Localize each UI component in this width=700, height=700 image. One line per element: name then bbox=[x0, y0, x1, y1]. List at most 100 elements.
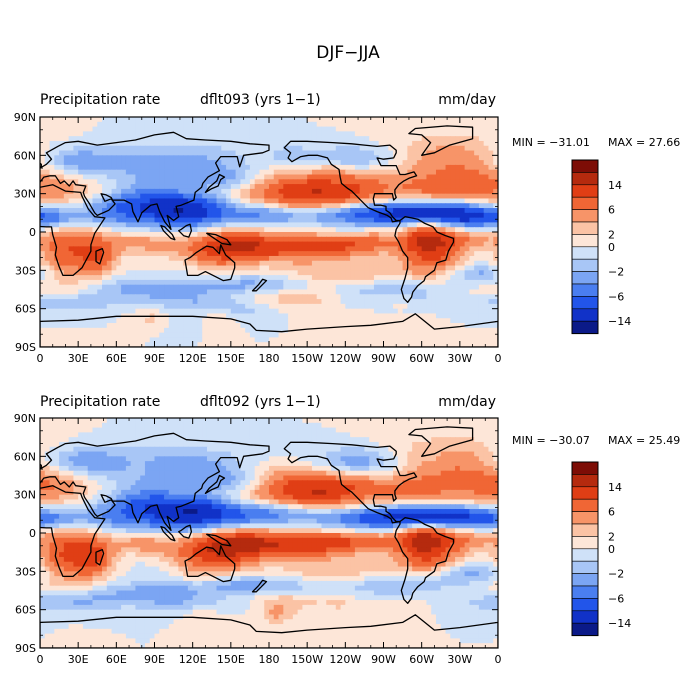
lon-tick-label: 60E bbox=[106, 352, 127, 365]
panel-units: mm/day bbox=[438, 394, 496, 410]
precip-map bbox=[39, 417, 499, 649]
coastline-sumatra bbox=[160, 525, 176, 542]
colorbar-swatch bbox=[571, 221, 599, 235]
colorbar-swatch bbox=[571, 320, 599, 334]
colorbar-swatch bbox=[571, 461, 599, 475]
coastline-antarctica bbox=[40, 614, 498, 648]
lat-tick-label: 30N bbox=[14, 188, 36, 201]
colorbar-tick-label: 14 bbox=[608, 179, 622, 192]
coastline-samerica bbox=[394, 216, 455, 303]
coastline-madagascar bbox=[95, 247, 105, 265]
max-label: MAX = 25.49 bbox=[608, 434, 680, 447]
colorbar-tick-label: 2 bbox=[608, 530, 615, 543]
colorbar-swatch bbox=[571, 172, 599, 186]
panel-dflt092: Precipitation rate dflt092 (yrs 1−1) mm/… bbox=[14, 394, 681, 666]
coastline-madagascar bbox=[95, 548, 105, 566]
min-label: MIN = −30.07 bbox=[512, 434, 590, 447]
colorbar-swatch bbox=[571, 511, 599, 525]
lat-tick-label: 90N bbox=[14, 412, 36, 425]
colorbar-tick-label: 0 bbox=[608, 543, 615, 556]
colorbar-swatch bbox=[571, 560, 599, 574]
lon-tick-label: 90E bbox=[144, 653, 165, 666]
lon-tick-label: 60W bbox=[409, 653, 434, 666]
colorbar-swatch bbox=[571, 598, 599, 612]
coastline-nz bbox=[251, 278, 268, 292]
coastline-africa bbox=[40, 485, 106, 578]
coastline-antarctica bbox=[40, 313, 498, 347]
lat-tick-label: 60N bbox=[14, 450, 36, 463]
panel-title-experiment: dflt093 (yrs 1−1) bbox=[200, 92, 321, 108]
colorbar-tick-label: 0 bbox=[608, 241, 615, 254]
coastline-greenland bbox=[408, 426, 474, 457]
lon-tick-label: 0 bbox=[37, 352, 44, 365]
coastline-nz bbox=[251, 579, 268, 593]
coastline-africa bbox=[40, 184, 106, 277]
lon-tick-label: 120E bbox=[179, 653, 207, 666]
lon-tick-label: 180 bbox=[259, 352, 280, 365]
colorbar-tick-label: −6 bbox=[608, 290, 624, 303]
colorbar-swatch bbox=[571, 196, 599, 210]
lon-tick-label: 0 bbox=[495, 352, 502, 365]
colorbar-swatch bbox=[571, 622, 599, 636]
colorbar-tick-label: −14 bbox=[608, 617, 631, 630]
lon-tick-label: 0 bbox=[37, 653, 44, 666]
lon-tick-label: 180 bbox=[259, 653, 280, 666]
lat-tick-label: 60N bbox=[14, 149, 36, 162]
coastline-japan bbox=[204, 173, 226, 194]
colorbar-tick-label: −14 bbox=[608, 315, 631, 328]
colorbar: 14 6 20 −2 −6 −14 bbox=[571, 159, 631, 335]
lon-axis: 0 30E 60E 90E 120E 150E 180 150W 120W 90W 60W 30W 0 bbox=[37, 418, 502, 666]
colorbar-swatch bbox=[571, 548, 599, 562]
lat-tick-label: 30S bbox=[15, 565, 36, 578]
panel-dflt093: Precipitation rate dflt093 (yrs 1−1) mm/… bbox=[14, 92, 681, 365]
coastline-newguinea bbox=[206, 533, 232, 547]
lon-tick-label: 60W bbox=[409, 352, 434, 365]
coastline-japan bbox=[204, 474, 226, 495]
panel-title-variable: Precipitation rate bbox=[40, 394, 160, 410]
colorbar: 14 6 20 −2 −6 −14 bbox=[571, 461, 631, 637]
lat-tick-label: 30N bbox=[14, 489, 36, 502]
colorbar-tick-label: −2 bbox=[608, 266, 624, 279]
lon-tick-label: 120W bbox=[329, 352, 361, 365]
colorbar-swatch bbox=[571, 585, 599, 599]
panel-title-experiment: dflt092 (yrs 1−1) bbox=[200, 394, 321, 410]
colorbar-tick-label: −2 bbox=[608, 568, 624, 581]
colorbar-swatch bbox=[571, 296, 599, 310]
lat-tick-label: 90S bbox=[15, 642, 36, 655]
coastline-namerica bbox=[283, 140, 418, 223]
colorbar-tick-label: 14 bbox=[608, 481, 622, 494]
precip-map bbox=[39, 116, 499, 348]
colorbar-swatch bbox=[571, 234, 599, 248]
lon-axis: 0 30E 60E 90E 120E 150E 180 150W 120W 90W 60W 30W 0 bbox=[37, 117, 502, 365]
lat-tick-label: 90S bbox=[15, 341, 36, 354]
colorbar-swatch bbox=[571, 536, 599, 550]
colorbar-swatch bbox=[571, 271, 599, 285]
colorbar-swatch bbox=[571, 610, 599, 624]
coastline-samerica bbox=[394, 517, 455, 604]
colorbar-swatch bbox=[571, 283, 599, 297]
coastline-australia bbox=[184, 545, 236, 583]
colorbar-swatch bbox=[571, 523, 599, 537]
lon-tick-label: 60E bbox=[106, 653, 127, 666]
max-label: MAX = 27.66 bbox=[608, 136, 680, 149]
lat-tick-label: 60S bbox=[15, 303, 36, 316]
lat-tick-label: 0 bbox=[29, 527, 36, 540]
lon-tick-label: 30W bbox=[447, 352, 472, 365]
colorbar-tick-label: 2 bbox=[608, 228, 615, 241]
coastline-greenland bbox=[408, 125, 474, 156]
coastline-borneo bbox=[178, 223, 193, 238]
lon-tick-label: 30E bbox=[68, 653, 89, 666]
coastline-uk bbox=[40, 463, 42, 469]
coastline-sumatra bbox=[160, 224, 176, 241]
lat-tick-label: 0 bbox=[29, 226, 36, 239]
coastline-australia bbox=[184, 244, 236, 282]
colorbar-swatch bbox=[571, 573, 599, 587]
lon-tick-label: 150W bbox=[291, 352, 323, 365]
colorbar-swatch bbox=[571, 258, 599, 272]
coastline-eurasia bbox=[40, 432, 270, 532]
lon-tick-label: 0 bbox=[495, 653, 502, 666]
colorbar-swatch bbox=[571, 209, 599, 223]
lon-tick-label: 30E bbox=[68, 352, 89, 365]
lon-tick-label: 90E bbox=[144, 352, 165, 365]
